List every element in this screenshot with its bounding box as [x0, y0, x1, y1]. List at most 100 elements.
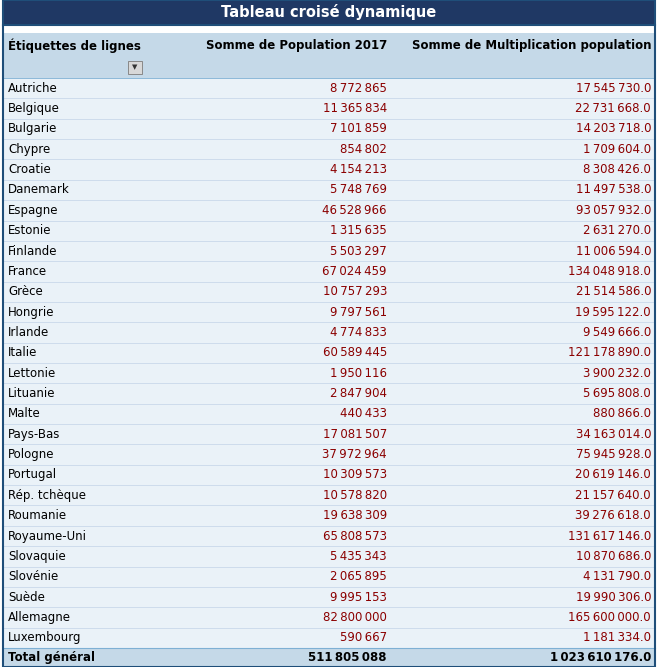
Text: 440 433: 440 433 — [340, 408, 387, 420]
Text: 82 800 000: 82 800 000 — [323, 611, 387, 624]
Bar — [3, 119, 655, 139]
Text: 4 131 790.0: 4 131 790.0 — [583, 570, 651, 583]
Text: 8 772 865: 8 772 865 — [330, 81, 387, 95]
Text: Somme de Multiplication population: Somme de Multiplication population — [411, 39, 651, 52]
Bar — [3, 221, 655, 241]
Bar — [3, 506, 655, 526]
Bar — [3, 485, 655, 506]
Bar — [3, 281, 655, 302]
Text: 165 600 000.0: 165 600 000.0 — [569, 611, 651, 624]
Text: 8 308 426.0: 8 308 426.0 — [583, 163, 651, 176]
Bar — [3, 648, 655, 667]
Bar — [3, 180, 655, 200]
Bar — [3, 322, 655, 343]
Text: 3 900 232.0: 3 900 232.0 — [583, 367, 651, 380]
Bar — [3, 33, 655, 78]
Text: 10 578 820: 10 578 820 — [323, 489, 387, 502]
Text: Roumanie: Roumanie — [8, 509, 67, 522]
Text: 5 695 808.0: 5 695 808.0 — [583, 387, 651, 400]
Bar — [3, 200, 655, 221]
Text: Belgique: Belgique — [8, 102, 60, 115]
Text: ▼: ▼ — [132, 65, 138, 71]
Text: Rép. tchèque: Rép. tchèque — [8, 489, 86, 502]
Text: Luxembourg: Luxembourg — [8, 632, 82, 644]
Text: Royaume-Uni: Royaume-Uni — [8, 530, 87, 542]
Text: Italie: Italie — [8, 346, 38, 360]
Bar — [3, 159, 655, 180]
Bar — [3, 139, 655, 159]
Bar — [3, 343, 655, 363]
Bar — [3, 546, 655, 566]
Text: Autriche: Autriche — [8, 81, 58, 95]
Text: 65 808 573: 65 808 573 — [323, 530, 387, 542]
Text: 19 595 122.0: 19 595 122.0 — [575, 305, 651, 319]
Text: 880 866.0: 880 866.0 — [593, 408, 651, 420]
Bar — [3, 98, 655, 119]
Text: 37 972 964: 37 972 964 — [322, 448, 387, 461]
Bar — [3, 261, 655, 281]
Text: 1 181 334.0: 1 181 334.0 — [583, 632, 651, 644]
Text: 1 023 610 176.0: 1 023 610 176.0 — [549, 651, 651, 664]
Text: 1 315 635: 1 315 635 — [330, 224, 387, 237]
Text: Slovénie: Slovénie — [8, 570, 59, 583]
Text: Estonie: Estonie — [8, 224, 51, 237]
Text: France: France — [8, 265, 47, 278]
Text: 93 057 932.0: 93 057 932.0 — [576, 204, 651, 217]
Text: Chypre: Chypre — [8, 143, 50, 156]
Text: 5 435 343: 5 435 343 — [330, 550, 387, 563]
Text: Tableau croisé dynamique: Tableau croisé dynamique — [221, 5, 437, 21]
Bar — [3, 607, 655, 628]
Text: 7 101 859: 7 101 859 — [330, 122, 387, 135]
Bar — [3, 628, 655, 648]
Text: Pologne: Pologne — [8, 448, 55, 461]
Bar — [3, 587, 655, 607]
Bar — [3, 78, 655, 98]
Text: 2 847 904: 2 847 904 — [330, 387, 387, 400]
Text: Hongrie: Hongrie — [8, 305, 55, 319]
Text: Lettonie: Lettonie — [8, 367, 56, 380]
Text: Pays-Bas: Pays-Bas — [8, 428, 61, 441]
Text: 5 748 769: 5 748 769 — [330, 183, 387, 197]
Text: 10 309 573: 10 309 573 — [323, 468, 387, 482]
Bar — [3, 25, 655, 33]
Text: 22 731 668.0: 22 731 668.0 — [575, 102, 651, 115]
Bar — [3, 444, 655, 465]
Text: 19 990 306.0: 19 990 306.0 — [576, 590, 651, 604]
Text: 121 178 890.0: 121 178 890.0 — [568, 346, 651, 360]
Bar — [3, 566, 655, 587]
Bar — [3, 302, 655, 322]
Text: 10 757 293: 10 757 293 — [322, 285, 387, 298]
Text: 4 774 833: 4 774 833 — [330, 326, 387, 339]
Bar — [3, 363, 655, 384]
Text: Somme de Population 2017: Somme de Population 2017 — [206, 39, 387, 52]
Bar — [128, 61, 142, 74]
Text: 131 617 146.0: 131 617 146.0 — [568, 530, 651, 542]
Text: 11 006 594.0: 11 006 594.0 — [576, 245, 651, 257]
Text: 10 870 686.0: 10 870 686.0 — [576, 550, 651, 563]
Text: 9 797 561: 9 797 561 — [330, 305, 387, 319]
Text: 14 203 718.0: 14 203 718.0 — [576, 122, 651, 135]
Text: 19 638 309: 19 638 309 — [323, 509, 387, 522]
Text: 1 709 604.0: 1 709 604.0 — [583, 143, 651, 156]
Text: Allemagne: Allemagne — [8, 611, 71, 624]
Bar — [3, 384, 655, 404]
Bar — [3, 404, 655, 424]
Text: 21 514 586.0: 21 514 586.0 — [576, 285, 651, 298]
Text: 20 619 146.0: 20 619 146.0 — [575, 468, 651, 482]
Text: Total général: Total général — [8, 651, 95, 664]
Bar — [3, 465, 655, 485]
Text: 75 945 928.0: 75 945 928.0 — [576, 448, 651, 461]
Text: 11 497 538.0: 11 497 538.0 — [576, 183, 651, 197]
Text: Danemark: Danemark — [8, 183, 70, 197]
Text: 134 048 918.0: 134 048 918.0 — [568, 265, 651, 278]
Text: Malte: Malte — [8, 408, 41, 420]
Text: 17 545 730.0: 17 545 730.0 — [576, 81, 651, 95]
Text: 39 276 618.0: 39 276 618.0 — [575, 509, 651, 522]
Text: 854 802: 854 802 — [340, 143, 387, 156]
Text: Portugal: Portugal — [8, 468, 57, 482]
Text: Slovaquie: Slovaquie — [8, 550, 66, 563]
Bar — [3, 0, 655, 25]
Text: 511 805 088: 511 805 088 — [309, 651, 387, 664]
Text: Irlande: Irlande — [8, 326, 49, 339]
Text: 590 667: 590 667 — [340, 632, 387, 644]
